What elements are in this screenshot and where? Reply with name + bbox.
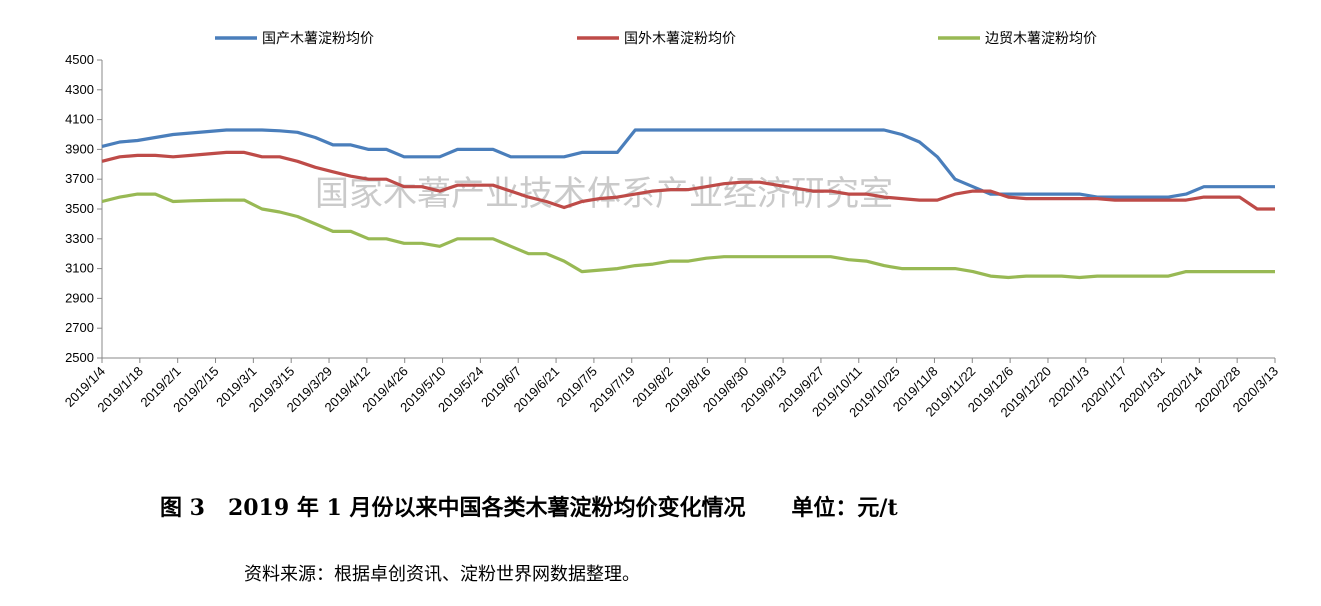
y-tick-label: 2700: [65, 320, 94, 335]
data-source-note: 资料来源：根据卓创资讯、淀粉世界网数据整理。: [244, 564, 640, 585]
chart-axes: 2500 2700 2900 3100 3300 3500 3700 3900 4100 4300…: [62, 52, 1281, 420]
legend-label-3: 边贸木薯淀粉均价: [985, 31, 1097, 47]
y-tick-label: 2900: [65, 290, 94, 305]
legend-label-2: 国外木薯淀粉均价: [624, 31, 736, 47]
figure-caption: 图 3 2019 年 1 月份以来中国各类木薯淀粉均价变化情况 单位：元/t: [160, 495, 898, 521]
y-tick-label: 3100: [65, 261, 94, 276]
watermark-text: 国家木薯产业技术体系产业经济研究室: [315, 174, 893, 214]
y-tick-label: 3500: [65, 201, 94, 216]
y-tick-label: 3700: [65, 171, 94, 186]
y-tick-label: 4500: [65, 52, 94, 67]
y-tick-label: 3300: [65, 231, 94, 246]
legend-label-1: 国产木薯淀粉均价: [262, 31, 374, 47]
y-tick-label: 2500: [65, 350, 94, 365]
y-tick-label: 4300: [65, 82, 94, 97]
series-line-3: [101, 192, 1275, 280]
y-tick-label: 4100: [65, 112, 94, 127]
series-line-1: [101, 128, 1275, 199]
y-tick-label: 3900: [65, 141, 94, 156]
chart-legend: 国产木薯淀粉均价 国外木薯淀粉均价 边贸木薯淀粉均价: [215, 31, 1097, 47]
chart-series: [101, 128, 1275, 280]
series-line-2: [101, 150, 1275, 211]
price-line-chart: 国产木薯淀粉均价 国外木薯淀粉均价 边贸木薯淀粉均价 2500 2700 2900 310…: [62, 31, 1281, 420]
